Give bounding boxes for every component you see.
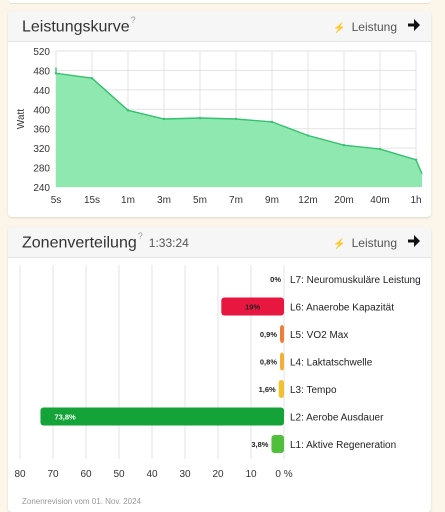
- power-curve-title: Leistungskurve?: [22, 15, 136, 36]
- x-tick-label: 20: [212, 469, 224, 480]
- x-tick-label: 80: [14, 469, 26, 480]
- power-curve-header: Leistungskurve? ⚡ Leistung: [8, 11, 431, 42]
- y-tick-label: 440: [33, 86, 50, 97]
- lightning-bolt-icon: ⚡: [333, 23, 346, 34]
- zone-revision-note: Zonenrevision vom 01. Nov. 2024: [22, 497, 142, 506]
- y-tick-label: 280: [33, 164, 50, 175]
- power-metric-selector[interactable]: ⚡ Leistung: [333, 20, 397, 34]
- y-tick-label: 360: [33, 125, 50, 136]
- zone-bar: [278, 380, 284, 398]
- zone-distribution-header: Zonenverteilung? 1:33:24 ⚡ Leistung: [8, 227, 431, 258]
- y-tick-label: 400: [33, 105, 50, 116]
- zone-distribution-title: Zonenverteilung? 1:33:24: [22, 231, 189, 252]
- previous-card-edge: [8, 0, 431, 4]
- zone-distribution-card: Zonenverteilung? 1:33:24 ⚡ Leistung 80 70 60…: [8, 227, 431, 512]
- power-point: [342, 144, 346, 147]
- zone-bar: [280, 325, 284, 343]
- power-point: [270, 120, 274, 124]
- zone-value-label: 19%: [245, 303, 260, 312]
- power-point: [198, 116, 202, 120]
- y-tick-label: 480: [33, 66, 50, 77]
- zone-title-text: Zonenverteilung: [22, 234, 137, 252]
- x-tick-label: 9m: [265, 195, 279, 206]
- zone-distribution-chart: 80 70 60 50 40 30 20 10 0 % 0% L7: Neuromuskuläre …: [14, 265, 421, 480]
- lightning-bolt-icon: ⚡: [333, 239, 346, 250]
- x-tick-label: 1h: [410, 195, 421, 206]
- power-point: [306, 134, 310, 137]
- x-tick-label: 5m: [193, 195, 207, 206]
- power-point: [378, 147, 382, 151]
- zone-bar: [280, 352, 284, 371]
- y-tick-label: 320: [33, 144, 50, 155]
- power-area-fill: [56, 67, 422, 187]
- power-point: [414, 158, 418, 161]
- power-point: [162, 117, 166, 121]
- total-duration: 1:33:24: [148, 236, 189, 251]
- y-tick-label: 520: [33, 47, 50, 58]
- arrow-right-icon[interactable]: [407, 17, 421, 33]
- zone-category-label: L1: Aktive Regeneration: [290, 440, 396, 451]
- help-icon[interactable]: ?: [137, 231, 143, 241]
- x-tick-label: 0 %: [275, 469, 292, 480]
- zone-bar: [221, 297, 284, 316]
- x-tick-label: 30: [179, 469, 191, 480]
- zone-value-label: 1,6%: [259, 385, 276, 394]
- zone-bar: [40, 407, 285, 426]
- x-tick-label: 20m: [334, 195, 353, 206]
- power-metric-label: Leistung: [351, 20, 397, 34]
- x-tick-label: 40m: [370, 195, 389, 206]
- zone-metric-selector[interactable]: ⚡ Leistung: [333, 236, 397, 250]
- power-curve-card: Leistungskurve? ⚡ Leistung 520 480 440 400 36…: [8, 11, 431, 217]
- power-point: [126, 109, 130, 112]
- power-point: [90, 77, 94, 80]
- x-tick-label: 15s: [84, 195, 100, 206]
- x-tick-label: 7m: [229, 195, 243, 206]
- help-icon[interactable]: ?: [130, 15, 136, 25]
- x-tick-label: 70: [47, 469, 59, 480]
- x-tick-label: 50: [113, 469, 125, 480]
- zone-category-label: L5: VO2 Max: [290, 330, 348, 341]
- x-tick-label: 10: [245, 469, 257, 480]
- power-curve-title-text: Leistungskurve: [22, 18, 130, 36]
- zone-value-label: 3,8%: [251, 440, 268, 449]
- power-point: [234, 117, 238, 121]
- zone-value-label: 73,8%: [54, 413, 76, 422]
- x-tick-label: 1m: [121, 195, 135, 206]
- zone-category-label: L2: Aerobe Ausdauer: [290, 413, 384, 424]
- y-axis-label: Watt: [16, 109, 27, 129]
- zone-value-label: 0,8%: [260, 358, 277, 367]
- x-tick-label: 40: [146, 469, 158, 480]
- zone-category-label: L3: Tempo: [290, 385, 337, 396]
- power-point: [54, 72, 58, 75]
- y-tick-label: 240: [33, 183, 50, 194]
- x-tick-label: 5s: [51, 195, 62, 206]
- zone-metric-label: Leistung: [351, 236, 397, 250]
- x-tick-label: 12m: [298, 195, 317, 206]
- x-tick-label: 3m: [157, 195, 171, 206]
- zone-category-label: L4: Laktatschwelle: [290, 358, 373, 369]
- zone-value-label: 0,9%: [260, 330, 277, 339]
- zone-category-label: L6: Anaerobe Kapazität: [290, 303, 394, 314]
- zone-bar: [271, 435, 284, 453]
- arrow-right-icon[interactable]: [407, 233, 421, 249]
- x-tick-label: 60: [80, 469, 92, 480]
- zone-value-label: 0%: [270, 275, 281, 284]
- zone-category-label: L7: Neuromuskuläre Leistung: [290, 275, 421, 286]
